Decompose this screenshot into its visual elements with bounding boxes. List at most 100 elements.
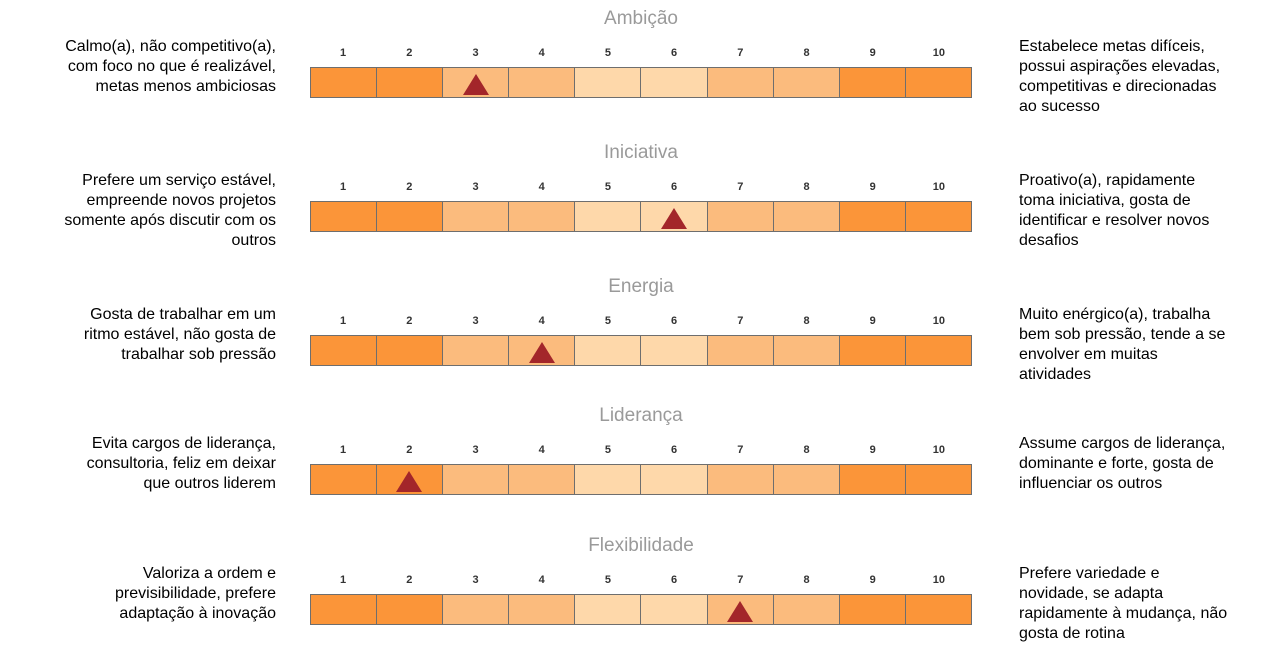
left-description-line: metas menos ambiciosas <box>95 78 276 95</box>
tick-label: 8 <box>803 47 810 59</box>
scale-cell <box>839 68 906 97</box>
tick-label: 2 <box>406 574 413 586</box>
scale-cell <box>311 465 378 494</box>
scale-cell <box>311 202 378 231</box>
scale-title: Liderança <box>599 405 683 426</box>
score-marker-icon <box>396 471 423 492</box>
scale-cell <box>905 68 972 97</box>
right-description-line: bem sob pressão, tende a se <box>1019 326 1226 343</box>
scale-cell <box>839 595 906 624</box>
tick-label: 8 <box>803 444 810 456</box>
tick-label: 6 <box>671 181 678 193</box>
scale-cell <box>311 68 378 97</box>
tick-label: 6 <box>671 315 678 327</box>
right-description-line: toma iniciativa, gosta de <box>1019 192 1191 209</box>
scale-cell <box>839 336 906 365</box>
right-description-line: dominante e forte, gosta de <box>1019 455 1214 472</box>
scale-cell <box>773 68 840 97</box>
scale-cell <box>575 68 642 97</box>
tick-label: 1 <box>340 315 347 327</box>
right-description: Proativo(a), rapidamente toma iniciativa,… <box>1019 171 1287 251</box>
right-description-line: influenciar os outros <box>1019 475 1163 492</box>
right-description-line: Proativo(a), rapidamente <box>1019 172 1196 189</box>
scale-cell <box>311 336 378 365</box>
scale-cell <box>509 202 576 231</box>
scale-cell <box>377 68 444 97</box>
scale-4: Liderança Evita cargos de liderança, consu… <box>0 405 1287 535</box>
tick-label: 2 <box>406 181 413 193</box>
tick-label: 10 <box>932 315 946 327</box>
scale-cell <box>905 202 972 231</box>
left-description-line: trabalhar sob pressão <box>121 346 276 363</box>
tick-label: 3 <box>472 574 479 586</box>
tick-label: 1 <box>340 444 347 456</box>
scale-cell <box>443 465 510 494</box>
left-description-line: Evita cargos de liderança, <box>91 435 276 452</box>
tick-labels: 1 2 3 4 5 6 7 8 9 10 <box>310 573 972 589</box>
scale-cell <box>311 595 378 624</box>
left-description-line: com foco no que é realizável, <box>67 58 276 75</box>
tick-label: 7 <box>737 574 744 586</box>
scale-cell <box>377 336 444 365</box>
score-marker-icon <box>528 342 555 363</box>
scale-cell <box>707 336 774 365</box>
scale-bar <box>310 67 972 98</box>
tick-label: 6 <box>671 444 678 456</box>
scale-3: Energia Gosta de trabalhar em um ritmo est… <box>0 276 1287 406</box>
right-description-line: gosta de rotina <box>1019 625 1125 642</box>
right-description-line: desafios <box>1019 232 1079 249</box>
tick-label: 3 <box>472 315 479 327</box>
score-marker-icon <box>462 74 489 95</box>
tick-label: 4 <box>538 315 545 327</box>
scale-cell <box>905 595 972 624</box>
tick-label: 8 <box>803 181 810 193</box>
left-description-line: outros <box>231 232 276 249</box>
tick-label: 9 <box>869 444 876 456</box>
scale-cell <box>641 465 708 494</box>
right-description-line: Assume cargos de liderança, <box>1019 435 1226 452</box>
right-description: Assume cargos de liderança, dominante e f… <box>1019 434 1287 494</box>
tick-label: 9 <box>869 181 876 193</box>
right-description-line: Prefere variedade e <box>1019 565 1160 582</box>
tick-label: 7 <box>737 444 744 456</box>
tick-label: 1 <box>340 574 347 586</box>
scale-cell <box>773 336 840 365</box>
tick-labels: 1 2 3 4 5 6 7 8 9 10 <box>310 180 972 196</box>
left-description-line: ritmo estável, não gosta de <box>83 326 276 343</box>
right-description-line: envolver em muitas <box>1019 346 1158 363</box>
scale-cell <box>641 336 708 365</box>
tick-label: 5 <box>604 47 611 59</box>
right-description-line: atividades <box>1019 366 1092 383</box>
scale-cell <box>773 202 840 231</box>
tick-label: 9 <box>869 574 876 586</box>
scale-cell <box>839 202 906 231</box>
scale-2: Iniciativa Prefere um serviço estável, emp… <box>0 142 1287 272</box>
tick-label: 6 <box>671 47 678 59</box>
scale-cell <box>773 465 840 494</box>
tick-label: 3 <box>472 444 479 456</box>
tick-label: 8 <box>803 574 810 586</box>
scale-title: Ambição <box>604 8 678 29</box>
tick-label: 4 <box>538 181 545 193</box>
left-description-line: Valoriza a ordem e <box>142 565 276 582</box>
scale-cell <box>707 202 774 231</box>
score-marker-icon <box>661 208 688 229</box>
right-description-line: Estabelece metas difíceis, <box>1019 38 1205 55</box>
tick-label: 1 <box>340 47 347 59</box>
left-description: Evita cargos de liderança, consultoria, f… <box>0 434 276 494</box>
scale-cell <box>575 465 642 494</box>
right-description-line: competitivas e direcionadas <box>1019 78 1217 95</box>
scale-bar <box>310 464 972 495</box>
tick-labels: 1 2 3 4 5 6 7 8 9 10 <box>310 314 972 330</box>
tick-label: 2 <box>406 315 413 327</box>
scale-cell <box>641 595 708 624</box>
right-description-line: possui aspirações elevadas, <box>1019 58 1221 75</box>
scale-title: Iniciativa <box>604 142 678 163</box>
scale-bar <box>310 594 972 625</box>
left-description: Gosta de trabalhar em um ritmo estável, n… <box>0 305 276 365</box>
tick-label: 4 <box>538 47 545 59</box>
scale-cell <box>575 336 642 365</box>
tick-label: 7 <box>737 47 744 59</box>
scale-cell <box>575 202 642 231</box>
left-description-line: consultoria, feliz em deixar <box>86 455 276 472</box>
